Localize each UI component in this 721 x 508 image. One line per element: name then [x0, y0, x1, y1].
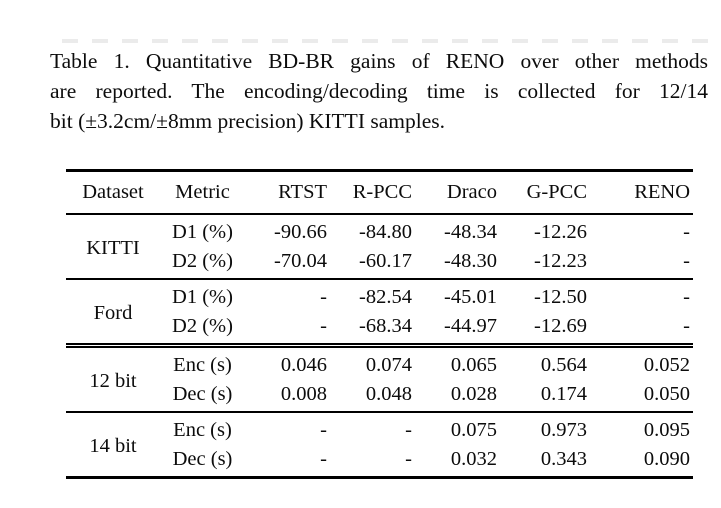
cell-value: -90.66 [274, 221, 327, 243]
table-row: Ford D1 (%) - -82.54 -45.01 -12.50 - [66, 278, 693, 346]
cell-value: - [405, 448, 412, 470]
table-row: D2 (%) -70.04 -60.17 -48.30 -12.23 - [66, 247, 693, 279]
cell-value: 0.008 [280, 383, 327, 405]
cell-value: -12.23 [534, 250, 587, 272]
metric-label: D1 (%) [160, 278, 245, 312]
cell-value: 0.973 [500, 411, 590, 445]
cell-value: - [330, 411, 415, 445]
cell-value: - [683, 221, 690, 243]
cell-value: -44.97 [444, 315, 497, 337]
cell-value: 0.343 [540, 448, 587, 470]
col-header-metric: Metric [160, 170, 245, 215]
cell-value: 0.046 [245, 343, 330, 380]
cell-value: 0.095 [590, 411, 693, 445]
cell-value: - [320, 315, 327, 337]
dataset-label-12bit: 12 bit [66, 343, 160, 412]
col-header-draco: Draco [415, 170, 500, 215]
metric-label: D2 (%) [172, 250, 233, 272]
metric-label: D2 (%) [172, 315, 233, 337]
table-row: Dec (s) 0.008 0.048 0.028 0.174 0.050 [66, 380, 693, 412]
cell-value: -70.04 [274, 250, 327, 272]
cell-value: -60.17 [359, 250, 412, 272]
table-row: D2 (%) - -68.34 -44.97 -12.69 - [66, 312, 693, 346]
cell-value: -12.26 [534, 221, 587, 243]
table-row: KITTI D1 (%) -90.66 -84.80 -48.34 -12.26… [66, 214, 693, 259]
cell-value: - [590, 278, 693, 312]
col-header-reno: RENO [590, 170, 693, 215]
cell-value: -84.80 [359, 221, 412, 243]
metric-label: Dec (s) [172, 383, 233, 405]
header-row: Dataset Metric RTST R-PCC Draco G-PCC RE… [66, 170, 693, 215]
caption-line-2: are reported. The encoding/decoding time… [50, 79, 708, 103]
dataset-label-14bit: 14 bit [66, 411, 160, 478]
results-table: Dataset Metric RTST R-PCC Draco G-PCC RE… [66, 169, 693, 479]
col-header-dataset: Dataset [66, 170, 160, 215]
table-row: Dec (s) - - 0.032 0.343 0.090 [66, 445, 693, 478]
table-header: Dataset Metric RTST R-PCC Draco G-PCC RE… [66, 170, 693, 215]
group-ford: Ford D1 (%) - -82.54 -45.01 -12.50 - D2 … [66, 278, 693, 346]
cell-value: 0.032 [450, 448, 497, 470]
cell-value: -82.54 [330, 278, 415, 312]
cell-value: - [683, 250, 690, 272]
cell-value: - [683, 315, 690, 337]
cell-value: -12.50 [500, 278, 590, 312]
metric-label: Dec (s) [172, 448, 233, 470]
cell-value: 0.050 [643, 383, 690, 405]
cell-value: 0.075 [415, 411, 500, 445]
cell-value: 0.174 [540, 383, 587, 405]
cell-value: -45.01 [415, 278, 500, 312]
cell-value: 0.052 [590, 343, 693, 380]
cell-value: -48.34 [444, 221, 497, 243]
cell-value: - [245, 411, 330, 445]
cell-value: -48.30 [444, 250, 497, 272]
table-row: 14 bit Enc (s) - - 0.075 0.973 0.095 [66, 411, 693, 478]
cell-value: 0.028 [450, 383, 497, 405]
cell-value: 0.048 [365, 383, 412, 405]
cell-value: 0.564 [500, 343, 590, 380]
col-header-rtst: RTST [245, 170, 330, 215]
metric-label: Enc (s) [160, 343, 245, 380]
cell-value: 0.065 [415, 343, 500, 380]
col-header-gpcc: G-PCC [500, 170, 590, 215]
table-row: 12 bit Enc (s) 0.046 0.074 0.065 0.564 0… [66, 343, 693, 412]
dataset-label-kitti: KITTI [86, 236, 140, 259]
caption-line-1: Table 1. Quantitative BD-BR gains of REN… [50, 49, 708, 73]
cropped-text-artifact [62, 39, 708, 43]
dataset-label-ford: Ford [66, 278, 160, 346]
cell-value: 0.074 [330, 343, 415, 380]
group-14bit: 14 bit Enc (s) - - 0.075 0.973 0.095 Dec… [66, 411, 693, 478]
caption-line-3: bit (±3.2cm/±8mm precision) KITTI sample… [50, 109, 445, 133]
group-kitti: KITTI D1 (%) -90.66 -84.80 -48.34 -12.26… [66, 214, 693, 279]
cell-value: -68.34 [359, 315, 412, 337]
cell-value: -12.69 [534, 315, 587, 337]
metric-label: Enc (s) [160, 411, 245, 445]
table-caption: Table 1. Quantitative BD-BR gains of REN… [50, 46, 708, 136]
col-header-rpcc: R-PCC [330, 170, 415, 215]
cell-value: 0.090 [643, 448, 690, 470]
metric-label: D1 (%) [172, 221, 233, 243]
group-12bit: 12 bit Enc (s) 0.046 0.074 0.065 0.564 0… [66, 343, 693, 412]
cell-value: - [320, 448, 327, 470]
cell-value: - [245, 278, 330, 312]
